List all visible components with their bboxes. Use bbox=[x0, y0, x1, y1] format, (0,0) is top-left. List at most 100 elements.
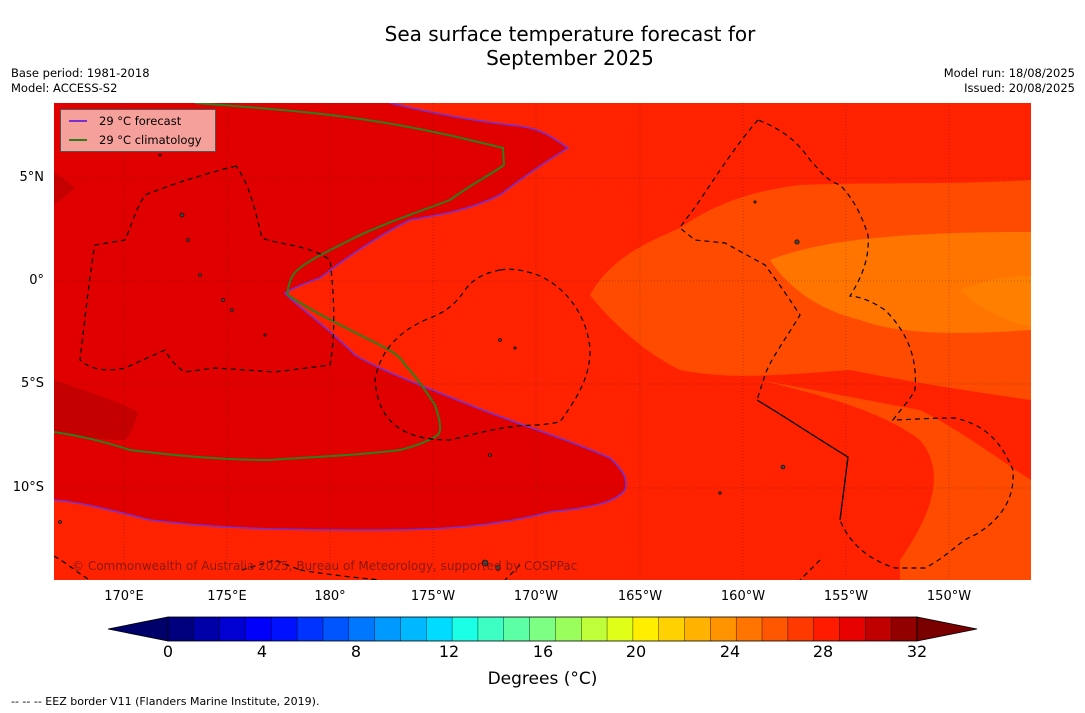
island bbox=[794, 239, 800, 245]
model-name: Model: ACCESS-S2 bbox=[11, 81, 118, 95]
eez-solid-line bbox=[756, 399, 849, 521]
contour-29-forecast bbox=[54, 103, 627, 531]
colorbar-segment bbox=[168, 617, 195, 641]
island bbox=[198, 273, 202, 277]
lon-label: 150°W bbox=[926, 589, 972, 604]
sst-region-30-31-a bbox=[54, 172, 75, 205]
colorbar bbox=[107, 616, 978, 642]
meta-right: Model run: 18/08/2025 Issued: 20/08/2025 bbox=[944, 66, 1075, 96]
colorbar-segment bbox=[503, 617, 531, 641]
island bbox=[158, 153, 162, 157]
colorbar-segment bbox=[348, 617, 376, 641]
colorbar-tick: 8 bbox=[350, 642, 362, 661]
island bbox=[753, 200, 757, 204]
island bbox=[481, 559, 489, 567]
colorbar-tick: 20 bbox=[625, 642, 647, 661]
islands bbox=[58, 153, 800, 571]
colorbar-segment bbox=[684, 617, 711, 641]
sst-region-29-30 bbox=[54, 103, 627, 530]
title-line-2: September 2025 bbox=[486, 46, 654, 70]
colorbar-tick: 4 bbox=[256, 642, 268, 661]
colorbar-segment bbox=[245, 617, 272, 641]
colorbar-segment bbox=[607, 617, 634, 641]
lon-label: 175°E bbox=[207, 589, 247, 604]
title-line-1: Sea surface temperature forecast for bbox=[384, 22, 756, 46]
island bbox=[498, 338, 502, 342]
lon-label: 170°E bbox=[104, 589, 144, 604]
island bbox=[263, 333, 267, 337]
island bbox=[58, 520, 62, 524]
eez-border-east bbox=[679, 119, 1014, 569]
colorbar-label-unit: °C bbox=[570, 669, 591, 689]
eez-border-south bbox=[54, 555, 821, 580]
sst-band-26-27 bbox=[770, 232, 1031, 333]
sst-band-26-27-core bbox=[960, 276, 1031, 326]
colorbar-label-suffix: ) bbox=[590, 669, 598, 689]
island bbox=[221, 298, 225, 302]
legend-forecast: 29 °C forecast bbox=[69, 112, 181, 130]
colorbar-segment bbox=[452, 617, 479, 641]
gridlines bbox=[54, 103, 1031, 580]
colorbar-high-extension bbox=[916, 616, 978, 642]
chart-title: Sea surface temperature forecast for Sep… bbox=[0, 22, 1085, 70]
legend-climatology-label: 29 °C climatology bbox=[99, 133, 202, 147]
colorbar-segment bbox=[322, 617, 350, 641]
lon-label: 160°W bbox=[720, 589, 766, 604]
colorbar-segment bbox=[865, 617, 892, 641]
colorbar-label-prefix: Degrees ( bbox=[487, 669, 571, 689]
colorbar-segment bbox=[193, 617, 221, 641]
colorbar-tick: 28 bbox=[812, 642, 834, 661]
lat-label: 10°S bbox=[12, 480, 44, 495]
colorbar-outline bbox=[167, 616, 918, 642]
eez-borders bbox=[54, 119, 1014, 580]
lat-label: 0° bbox=[29, 273, 44, 288]
island bbox=[488, 453, 492, 457]
colorbar-segment bbox=[400, 617, 427, 641]
colorbar-segment bbox=[787, 617, 815, 641]
colorbar-segment bbox=[632, 617, 660, 641]
colorbar-segment bbox=[762, 617, 789, 641]
eez-border-west bbox=[79, 165, 335, 373]
colorbar-segment bbox=[297, 617, 324, 641]
eez-footnote: -- -- -- EEZ border V11 (Flanders Marine… bbox=[11, 695, 320, 708]
colorbar-label: Degrees (°C) bbox=[0, 669, 1085, 689]
contour-29-climatology bbox=[54, 103, 506, 462]
colorbar-segment bbox=[581, 617, 608, 641]
colorbar-segment bbox=[529, 617, 556, 641]
island bbox=[186, 238, 190, 242]
colorbar-segment bbox=[477, 617, 505, 641]
colorbar-segment bbox=[426, 617, 453, 641]
lon-label: 165°W bbox=[617, 589, 663, 604]
legend-climatology: 29 °C climatology bbox=[69, 131, 202, 149]
colorbar-segment bbox=[658, 617, 686, 641]
lon-label: 180° bbox=[314, 589, 346, 604]
island bbox=[230, 308, 234, 312]
colorbar-tick: 0 bbox=[162, 642, 174, 661]
colorbar-segment bbox=[736, 617, 763, 641]
lon-label: 155°W bbox=[823, 589, 869, 604]
colorbar-segment bbox=[219, 617, 246, 641]
colorbar-tick: 24 bbox=[719, 642, 741, 661]
colorbar-segment bbox=[271, 617, 298, 641]
colorbar-segment bbox=[891, 617, 918, 641]
colorbar-segment bbox=[710, 617, 737, 641]
base-period: Base period: 1981-2018 bbox=[11, 66, 150, 80]
island bbox=[780, 464, 786, 470]
lat-label: 5°S bbox=[20, 376, 44, 391]
island bbox=[495, 565, 501, 571]
map-legend: 29 °C forecast 29 °C climatology bbox=[60, 109, 216, 152]
colorbar-tick: 12 bbox=[438, 642, 460, 661]
colorbar-tick: 32 bbox=[906, 642, 928, 661]
issued-date: Issued: 20/08/2025 bbox=[964, 81, 1075, 95]
legend-forecast-swatch bbox=[69, 120, 87, 122]
island bbox=[179, 212, 185, 218]
colorbar-low-extension bbox=[107, 616, 169, 642]
model-run: Model run: 18/08/2025 bbox=[943, 66, 1075, 80]
copyright-credit: © Commonwealth of Australia 2025, Bureau… bbox=[72, 559, 578, 573]
colorbar-segment bbox=[813, 617, 841, 641]
legend-climatology-swatch bbox=[69, 139, 87, 141]
colorbar-segment bbox=[839, 617, 866, 641]
lat-label: 5°N bbox=[19, 170, 45, 185]
lon-label: 170°W bbox=[513, 589, 559, 604]
